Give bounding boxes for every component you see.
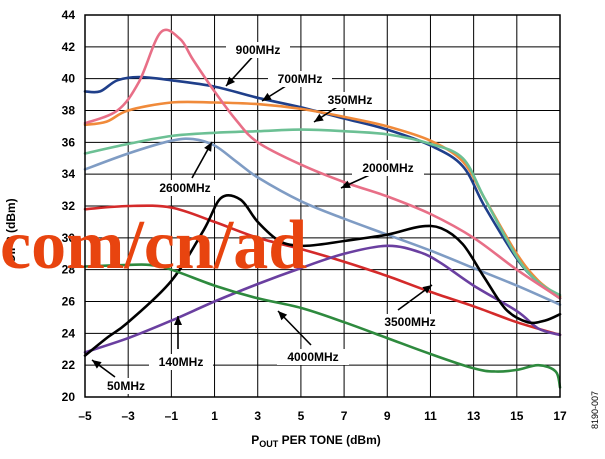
series-line-4000MHz bbox=[83, 263, 562, 389]
y-tick-34: 34 bbox=[62, 167, 76, 181]
y-tick-26: 26 bbox=[62, 295, 76, 309]
callout-box-350MHz bbox=[318, 92, 382, 108]
x-tick--3: –3 bbox=[122, 409, 136, 423]
callout-3500MHz: 3500MHz bbox=[374, 284, 446, 330]
callout-box-3500MHz bbox=[374, 314, 446, 330]
x-tick-9: 9 bbox=[384, 409, 391, 423]
callout-arrowhead-3500MHz bbox=[422, 285, 432, 294]
y-tick-labels: 20 22 24 26 28 30 32 34 36 38 40 42 44 bbox=[62, 8, 76, 404]
callout-label-2600MHz: 2600MHz bbox=[159, 181, 210, 195]
y-tick-30: 30 bbox=[62, 231, 76, 245]
series-line-3500MHz bbox=[83, 204, 562, 337]
y-tick-42: 42 bbox=[62, 40, 76, 54]
callout-2000MHz: 2000MHz bbox=[340, 160, 424, 189]
y-tick-20: 20 bbox=[62, 390, 76, 404]
callout-arrowhead-350MHz bbox=[314, 113, 324, 122]
callout-700MHz: 700MHz bbox=[261, 71, 332, 102]
callout-box-2600MHz bbox=[149, 180, 221, 196]
callout-arrowhead-900MHz bbox=[226, 76, 236, 86]
callout-box-4000MHz bbox=[277, 349, 349, 365]
x-axis-title-main: P bbox=[251, 433, 259, 447]
callout-box-50MHz bbox=[98, 378, 154, 394]
callout-arrowhead-2600MHz bbox=[204, 142, 212, 152]
y-tick-22: 22 bbox=[62, 358, 76, 372]
x-tick-7: 7 bbox=[341, 409, 348, 423]
callout-arrowhead-140MHz bbox=[174, 316, 182, 325]
callout-arrowhead-700MHz bbox=[262, 92, 272, 101]
y-tick-44: 44 bbox=[62, 8, 76, 22]
series-line-2600MHz bbox=[83, 137, 562, 306]
y-tick-36: 36 bbox=[62, 135, 76, 149]
callout-2600MHz: 2600MHz bbox=[149, 141, 221, 196]
x-tick-17: 17 bbox=[553, 409, 567, 423]
x-tick-labels: –5 –3 –1 1 3 5 7 9 11 13 15 17 bbox=[78, 409, 567, 423]
y-tick-24: 24 bbox=[62, 326, 76, 340]
x-tick-11: 11 bbox=[424, 409, 437, 423]
callout-label-3500MHz: 3500MHz bbox=[384, 315, 435, 329]
callout-box-2000MHz bbox=[352, 160, 424, 176]
callout-arrowhead-50MHz bbox=[92, 360, 102, 369]
callout-50MHz: 50MHz bbox=[91, 359, 154, 394]
figure-id: 8190-007 bbox=[590, 391, 600, 429]
series-line-2000MHz bbox=[83, 28, 562, 300]
callout-4000MHz: 4000MHz bbox=[277, 310, 349, 365]
series-line-350MHz bbox=[83, 128, 562, 297]
callout-box-140MHz bbox=[149, 354, 213, 370]
y-tick-40: 40 bbox=[62, 72, 76, 86]
y-tick-38: 38 bbox=[62, 104, 76, 118]
callout-box-700MHz bbox=[268, 71, 332, 87]
y-tick-28: 28 bbox=[62, 263, 76, 277]
x-axis-title: POUT PER TONE (dBm) bbox=[251, 433, 380, 449]
callout-900MHz: 900MHz bbox=[225, 42, 290, 87]
plot-frame bbox=[84, 14, 561, 398]
x-tick--5: –5 bbox=[78, 409, 92, 423]
callout-label-4000MHz: 4000MHz bbox=[287, 350, 338, 364]
callout-140MHz: 140MHz bbox=[149, 316, 213, 370]
x-tick-1: 1 bbox=[211, 409, 218, 423]
watermark: com/cn/ad bbox=[0, 207, 307, 284]
series-lines bbox=[83, 28, 562, 389]
callout-box-900MHz bbox=[226, 42, 290, 58]
x-axis-title-sub: OUT bbox=[259, 439, 279, 449]
callout-label-140MHz: 140MHz bbox=[159, 355, 204, 369]
callout-label-350MHz: 350MHz bbox=[328, 93, 373, 107]
y-axis-title: OIP3 (dBm) bbox=[4, 198, 18, 263]
callout-label-700MHz: 700MHz bbox=[278, 72, 323, 86]
callout-arrowhead-4000MHz bbox=[278, 311, 288, 321]
series-line-50MHz bbox=[83, 193, 562, 357]
callout-label-50MHz: 50MHz bbox=[107, 379, 145, 393]
x-tick-3: 3 bbox=[254, 409, 261, 423]
callout-label-900MHz: 900MHz bbox=[236, 43, 281, 57]
y-tick-32: 32 bbox=[62, 199, 76, 213]
callout-350MHz: 350MHz bbox=[313, 92, 382, 123]
x-tick-13: 13 bbox=[467, 409, 481, 423]
callout-arrowhead-2000MHz bbox=[341, 180, 351, 188]
callouts: 900MHz 700MHz 350MHz 2000MHz 2600MHz 3500MHz 1… bbox=[91, 42, 446, 394]
x-tick--1: –1 bbox=[165, 409, 179, 423]
callout-label-2000MHz: 2000MHz bbox=[362, 161, 413, 175]
series-line-140MHz bbox=[83, 244, 562, 354]
x-tick-15: 15 bbox=[510, 409, 524, 423]
x-axis-title-rest: PER TONE (dBm) bbox=[278, 433, 380, 447]
x-tick-5: 5 bbox=[298, 409, 305, 423]
